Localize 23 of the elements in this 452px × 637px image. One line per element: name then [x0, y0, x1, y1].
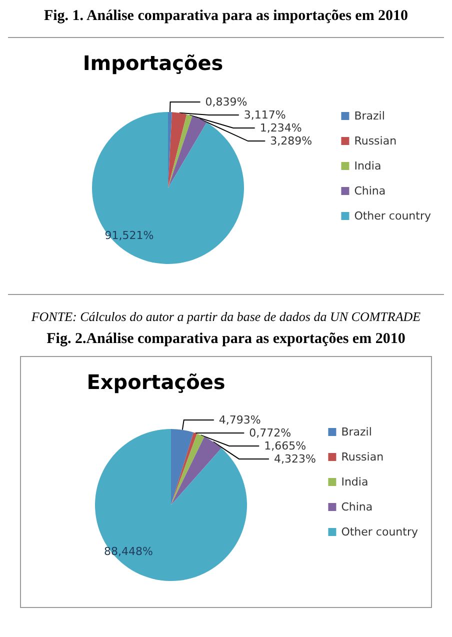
legend-label: China [341, 500, 373, 514]
data-label: 3,289% [270, 134, 312, 148]
source-note: FONTE: Cálculos do autor a partir da base de dados da UN COMTRADE [30, 309, 422, 325]
legend-label: Other country [354, 210, 432, 222]
legend-label: Brazil [341, 426, 372, 438]
legend-label: Brazil [354, 110, 385, 122]
chart-title: Exportações [86, 370, 226, 394]
caption: Fig. 2.Análise comparativa para as exportações em 2010 [46, 331, 406, 348]
caption: Fig. 1. Análise comparativa para as importações em 2010 [42, 8, 410, 25]
data-label: 4,323% [274, 452, 316, 466]
data-label: 1,234% [260, 122, 302, 135]
legend-label: Russian [354, 134, 397, 148]
data-label: 0,839% [205, 96, 248, 109]
legend-label: India [341, 476, 368, 488]
data-label: 1,665% [264, 439, 306, 452]
chart-title: Importações [82, 51, 224, 75]
legend-label: Other country [341, 526, 418, 538]
legend-label: India [354, 160, 382, 172]
legend-label: Russian [341, 450, 384, 464]
data-label: 3,117% [244, 108, 286, 122]
legend-label: China [354, 184, 386, 198]
data-label: 4,793% [218, 413, 261, 426]
data-label: 0,772% [249, 426, 292, 440]
